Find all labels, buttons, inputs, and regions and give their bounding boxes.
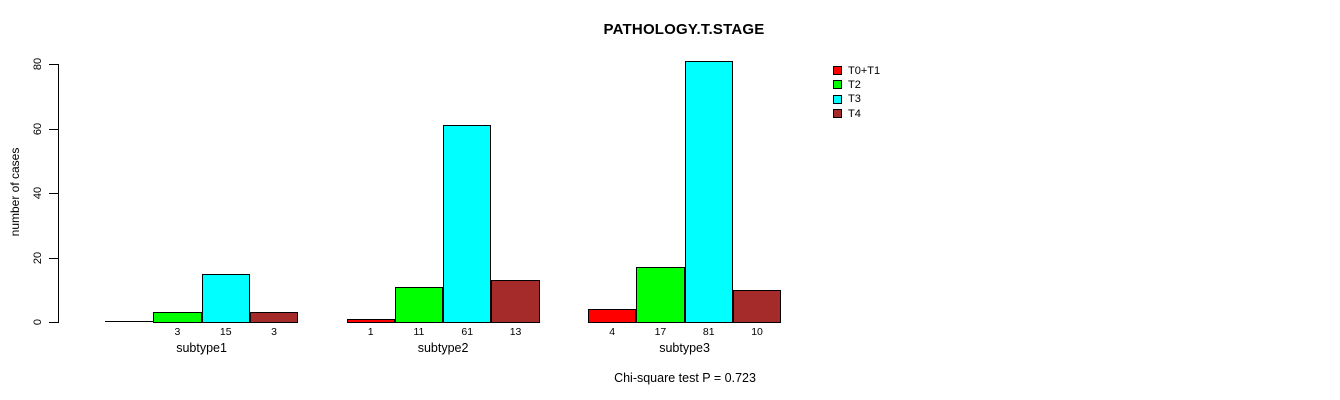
y-axis-label: number of cases [8, 147, 22, 237]
bar-value-label: 15 [219, 325, 232, 338]
bar-value-label: 61 [461, 325, 474, 338]
y-axis-tick [48, 257, 58, 259]
bar-value-label: 10 [751, 325, 763, 338]
category-label: subtype2 [417, 341, 469, 355]
y-tick-label: 60 [32, 122, 44, 135]
bar [684, 60, 733, 323]
y-axis-line [57, 64, 59, 323]
y-tick-label: 80 [32, 57, 44, 71]
legend-swatch [833, 66, 842, 75]
bar [491, 280, 540, 323]
bar-value-label: 3 [271, 325, 277, 338]
bar [636, 267, 685, 323]
y-axis-tick [48, 128, 58, 130]
bar [588, 309, 637, 323]
y-tick-label: 0 [32, 318, 44, 326]
legend-label: T2 [848, 78, 861, 91]
bar [732, 289, 782, 323]
legend-swatch [833, 80, 842, 90]
y-tick-label: 20 [32, 251, 44, 264]
bar-value-label: 11 [413, 325, 425, 338]
bar [443, 125, 492, 323]
bar-zero [105, 321, 154, 322]
chart-title: PATHOLOGY.T.STAGE [603, 21, 765, 38]
y-axis-tick [48, 322, 58, 323]
chi-square-annotation: Chi-square test P = 0.723 [614, 371, 756, 385]
legend-swatch [833, 109, 842, 119]
category-label: subtype3 [659, 341, 710, 355]
bar [249, 312, 299, 323]
legend-label: T3 [848, 93, 861, 106]
bar-value-label: 81 [702, 325, 715, 338]
y-axis-tick [48, 64, 58, 65]
legend-label: T0+T1 [848, 64, 881, 77]
bar [394, 286, 444, 323]
y-axis-tick [48, 193, 58, 194]
bar-value-label: 1 [367, 325, 374, 338]
y-tick-label: 40 [32, 186, 44, 200]
bar-value-label: 3 [174, 325, 181, 338]
bar [153, 312, 202, 323]
bar [201, 273, 250, 323]
bar [346, 318, 395, 323]
bar-value-label: 4 [609, 325, 616, 338]
bar-value-label: 13 [509, 325, 522, 338]
bar-value-label: 17 [654, 325, 667, 338]
legend-swatch [833, 94, 842, 104]
category-label: subtype1 [176, 341, 227, 355]
legend-label: T4 [848, 107, 861, 120]
